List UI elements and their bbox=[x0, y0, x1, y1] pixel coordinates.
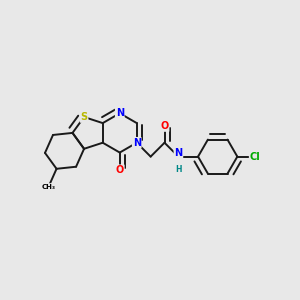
Text: O: O bbox=[116, 165, 124, 175]
Text: S: S bbox=[80, 112, 88, 122]
Text: N: N bbox=[133, 138, 141, 148]
Text: CH₃: CH₃ bbox=[42, 184, 56, 190]
Text: O: O bbox=[160, 121, 169, 131]
Text: H: H bbox=[175, 165, 182, 174]
Text: Cl: Cl bbox=[250, 152, 260, 162]
Text: N: N bbox=[116, 108, 124, 118]
Text: N: N bbox=[174, 148, 182, 158]
